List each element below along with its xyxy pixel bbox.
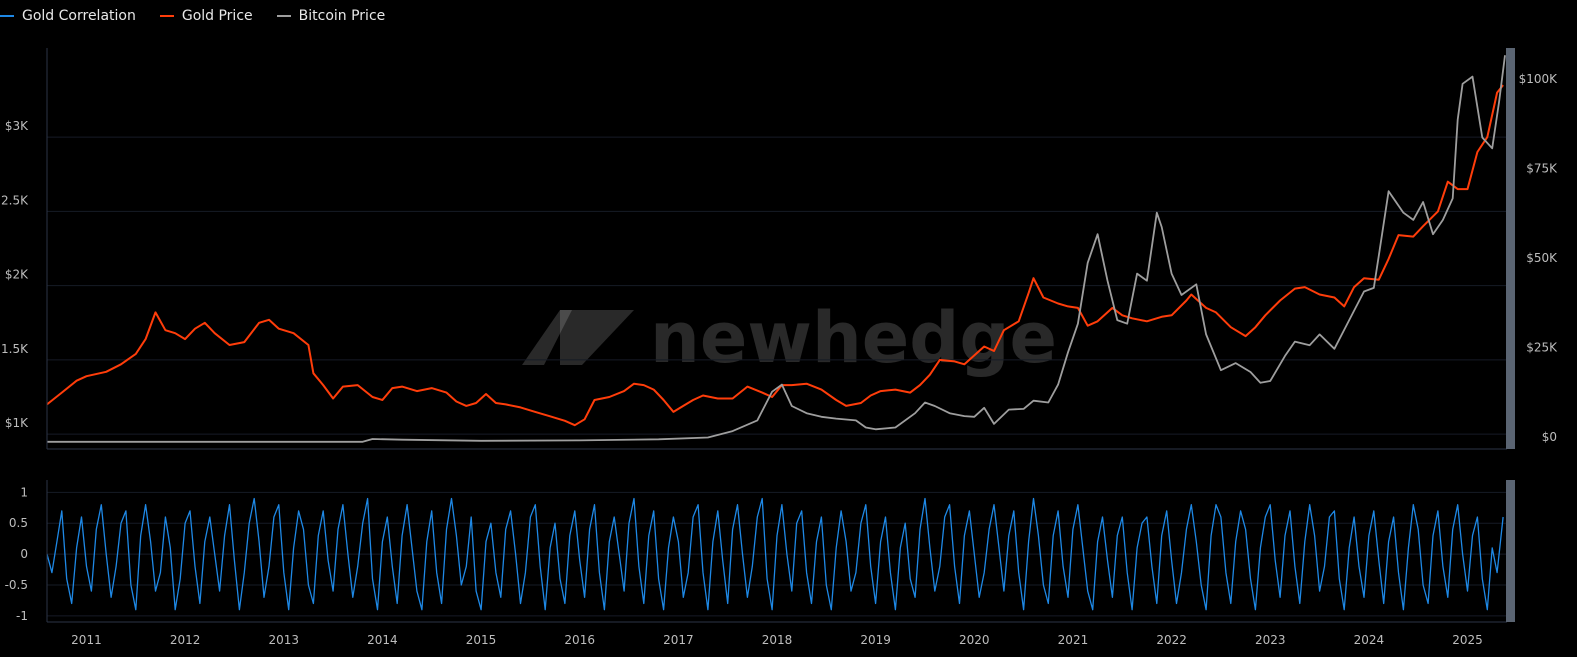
legend-label: Bitcoin Price	[298, 8, 386, 24]
correlation-axis-tick-label: -1	[16, 609, 28, 623]
left-axis-tick-label: $2.5K	[0, 193, 29, 207]
legend-label: Gold Price	[181, 8, 253, 24]
watermark-mark-right	[560, 310, 634, 365]
legend-swatch	[159, 15, 174, 17]
left-axis-tick-label: $2K	[5, 268, 29, 282]
correlation-axis-tick-label: 0.5	[9, 516, 28, 530]
x-axis-tick-label: 2014	[367, 633, 398, 647]
left-axis-tick-label: $3K	[5, 119, 29, 133]
x-axis-tick-label: 2021	[1058, 633, 1089, 647]
right-axis-tick-label: $25K	[1526, 340, 1558, 354]
bitcoin-price-line	[47, 55, 1506, 443]
right-axis-tick-label: $0	[1542, 430, 1557, 444]
x-axis-tick-label: 2019	[860, 633, 891, 647]
main-scrollbar[interactable]	[1506, 48, 1515, 449]
legend-swatch	[276, 15, 291, 17]
legend-item-gold-correlation[interactable]: Gold Correlation	[0, 8, 136, 24]
left-axis-tick-label: $1K	[5, 416, 29, 430]
x-axis-tick-label: 2013	[268, 633, 299, 647]
watermark-mark-left	[522, 310, 572, 365]
x-axis-tick-label: 2022	[1156, 633, 1187, 647]
legend-swatch	[0, 15, 14, 17]
x-axis-tick-label: 2017	[663, 633, 694, 647]
legend-label: Gold Correlation	[22, 8, 136, 24]
x-axis-tick-label: 2012	[170, 633, 201, 647]
x-axis-tick-label: 2011	[71, 633, 102, 647]
correlation-axis-tick-label: 0	[20, 547, 28, 561]
sub-scrollbar[interactable]	[1506, 480, 1515, 622]
right-axis-tick-label: $75K	[1526, 161, 1558, 175]
x-axis-tick-label: 2015	[466, 633, 497, 647]
gold-correlation-line	[46, 497, 1504, 611]
left-axis-tick-label: $1.5K	[0, 342, 29, 356]
correlation-axis-tick-label: -0.5	[5, 578, 28, 592]
x-axis-tick-label: 2018	[762, 633, 793, 647]
x-axis-tick-label: 2024	[1354, 633, 1385, 647]
right-axis-tick-label: $50K	[1526, 251, 1558, 265]
legend-item-bitcoin-price[interactable]: Bitcoin Price	[276, 8, 386, 24]
watermark-logo: newhedge	[522, 297, 1057, 379]
legend: Gold Correlation Gold Price Bitcoin Pric…	[0, 6, 385, 26]
gold-price-line	[46, 84, 1504, 427]
series-layer	[46, 55, 1506, 611]
axes: $1K $1.5K $2K $2.5K $3K $0 $25K $50K $75K $100K 1 0…	[0, 48, 1558, 647]
legend-item-gold-price[interactable]: Gold Price	[159, 8, 253, 24]
x-axis-tick-label: 2020	[959, 633, 990, 647]
correlation-axis-tick-label: 1	[20, 485, 28, 499]
right-axis-tick-label: $100K	[1519, 72, 1559, 86]
x-axis-tick-label: 2023	[1255, 633, 1286, 647]
watermark-text: newhedge	[650, 297, 1057, 379]
x-axis-tick-label: 2016	[564, 633, 595, 647]
x-axis-tick-label: 2025	[1452, 633, 1483, 647]
